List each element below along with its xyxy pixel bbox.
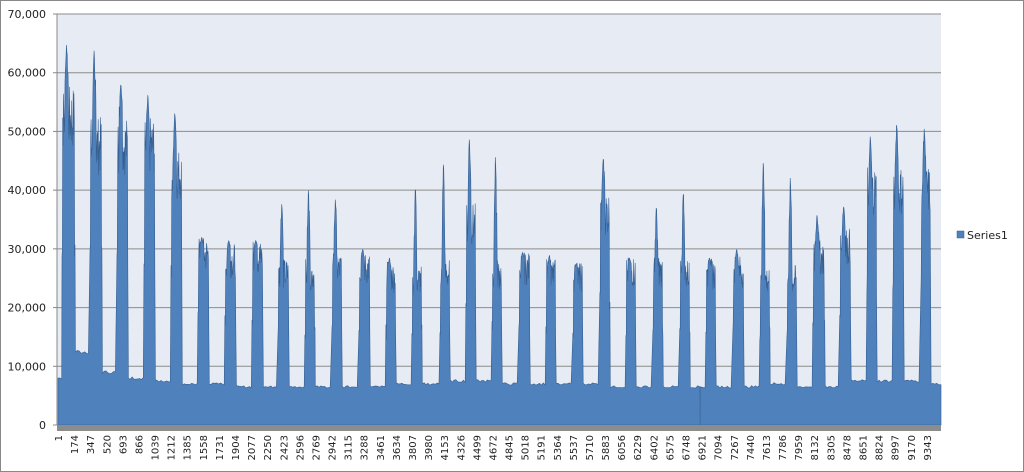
x-tick-label: 5191 [537, 435, 548, 460]
x-tick-label: 4845 [505, 435, 516, 460]
x-tick-label: 866 [134, 435, 145, 454]
x-tick-label: 5883 [601, 435, 612, 460]
x-tick-label: 8478 [842, 435, 853, 460]
x-tick-label: 3807 [408, 435, 419, 460]
x-tick-label: 2596 [295, 435, 306, 460]
x-tick-label: 8997 [891, 435, 902, 460]
x-tick-label: 4499 [472, 435, 483, 460]
y-tick-label: 10,000 [8, 360, 47, 373]
x-tick-label: 3288 [360, 435, 371, 460]
x-tick-label: 7440 [746, 435, 757, 460]
x-tick-label: 6229 [633, 435, 644, 460]
x-tick-label: 1039 [151, 435, 162, 460]
y-tick-label: 20,000 [8, 302, 47, 315]
x-tick-label: 6056 [617, 435, 628, 460]
x-tick-label: 174 [70, 435, 81, 454]
x-tick-label: 7267 [730, 435, 741, 460]
x-tick-label: 6921 [698, 435, 709, 460]
x-tick-label: 2423 [279, 435, 290, 460]
x-tick-label: 693 [118, 435, 129, 454]
legend-swatch-series1 [956, 230, 965, 239]
x-tick-label: 8305 [826, 435, 837, 460]
x-tick-label: 1212 [167, 435, 178, 460]
x-tick-label: 5364 [553, 435, 564, 460]
x-tick-label: 9170 [907, 435, 918, 460]
x-tick-label: 5018 [521, 435, 532, 460]
x-tick-label: 8132 [810, 435, 821, 460]
x-tick-label: 2250 [263, 435, 274, 460]
chart-floor [57, 425, 941, 431]
x-tick-label: 4672 [488, 435, 499, 460]
x-tick-label: 4153 [440, 435, 451, 460]
x-tick-label: 3634 [392, 435, 403, 460]
x-tick-label: 3461 [376, 435, 387, 460]
series1-area [57, 44, 942, 426]
x-tick-label: 1558 [199, 435, 210, 460]
x-tick-label: 3980 [424, 435, 435, 460]
y-tick-label: 70,000 [8, 8, 47, 21]
y-tick-label: 50,000 [8, 125, 47, 138]
x-tick-label: 6748 [682, 435, 693, 460]
x-tick-label: 8824 [875, 435, 886, 460]
x-tick-label: 2769 [311, 435, 322, 460]
x-axis-ticks: 1 174 347 520 693 866 1039 1212 1385 1558 1731 1904… [54, 435, 934, 460]
x-tick-label: 347 [86, 435, 97, 454]
y-axis-ticks: 0 10,000 20,000 30,000 40,000 50,000 60,000 70,… [8, 8, 57, 432]
y-tick-label: 40,000 [8, 184, 47, 197]
y-tick-label: 60,000 [8, 67, 47, 80]
x-tick-label: 5537 [569, 435, 580, 460]
legend-label-series1: Series1 [967, 229, 1008, 242]
x-tick-label: 8651 [859, 435, 870, 460]
x-tick-label: 1731 [215, 435, 226, 460]
x-tick-label: 5710 [585, 435, 596, 460]
x-tick-label: 9343 [923, 435, 934, 460]
x-tick-label: 6575 [665, 435, 676, 460]
x-tick-label: 2077 [247, 435, 258, 460]
x-tick-label: 1904 [231, 435, 242, 460]
x-tick-label: 1 [54, 435, 65, 441]
x-tick-label: 7959 [794, 435, 805, 460]
x-tick-label: 520 [102, 435, 113, 454]
x-tick-label: 7786 [778, 435, 789, 460]
y-tick-label: 30,000 [8, 243, 47, 256]
x-tick-label: 4326 [456, 435, 467, 460]
x-tick-label: 1385 [183, 435, 194, 460]
y-tick-label: 0 [39, 419, 46, 432]
x-tick-label: 3115 [344, 435, 355, 460]
x-tick-label: 2942 [328, 435, 339, 460]
x-tick-label: 6402 [649, 435, 660, 460]
legend: Series1 [956, 229, 1008, 242]
x-tick-label: 7094 [714, 435, 725, 460]
x-tick-label: 7613 [762, 435, 773, 460]
